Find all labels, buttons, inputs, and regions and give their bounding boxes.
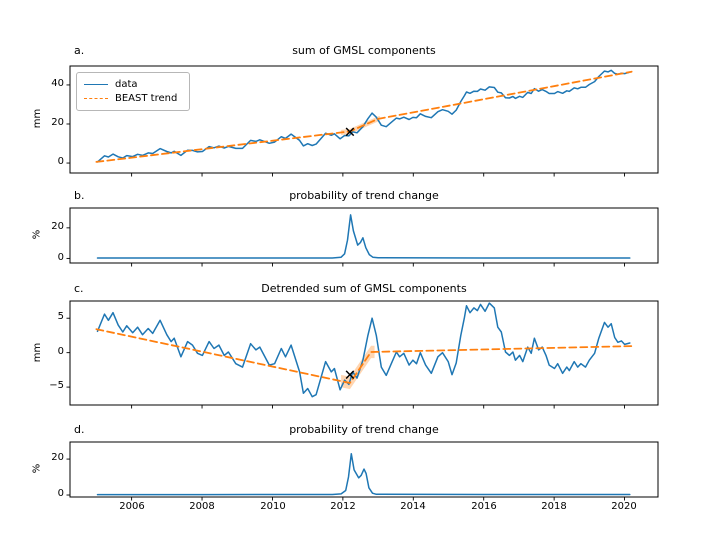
panel-a-plot	[66, 65, 659, 177]
legend-trend-label: BEAST trend	[115, 92, 178, 104]
panel-a-ytick-40: 40	[51, 78, 64, 89]
xtick-2012: 2012	[330, 501, 356, 512]
panel-d-ytick-20: 20	[51, 452, 64, 463]
xtick-2018: 2018	[541, 501, 567, 512]
panel-c-title: Detrended sum of GMSL components	[261, 282, 467, 295]
panel-d-ytick-0: 0	[57, 488, 64, 499]
panel-d-frame	[69, 441, 659, 498]
legend-entry-data: data	[84, 77, 182, 91]
panel-d-ylabel: %	[31, 463, 43, 474]
panel-b-letter: b.	[74, 189, 85, 202]
panel-a-frame	[69, 65, 659, 174]
panel-a-ytick-20: 20	[51, 117, 64, 128]
panel-d-title: probability of trend change	[289, 423, 439, 436]
panel-c-ytick-m5: −5	[49, 380, 64, 391]
panel-b-ytick-0: 0	[57, 252, 64, 263]
legend-entry-trend: BEAST trend	[84, 91, 182, 105]
data-line	[96, 69, 631, 163]
panel-c-plot	[66, 300, 659, 409]
panel-a-title: sum of GMSL components	[292, 44, 436, 57]
xtick-2008: 2008	[189, 501, 215, 512]
panel-d-ticks	[66, 458, 626, 501]
trend-line	[95, 328, 633, 384]
panel-d-data-area	[96, 452, 631, 496]
panel-c-ytick-0: 0	[57, 346, 64, 357]
panel-a-data-area	[95, 69, 633, 163]
panel-c-ytick-5: 5	[57, 311, 64, 322]
xtick-2010: 2010	[260, 501, 286, 512]
data-line	[96, 302, 631, 398]
legend-trend-line-sample	[84, 97, 108, 99]
panel-b-data-area	[96, 214, 631, 259]
legend: data BEAST trend	[76, 72, 190, 111]
xtick-2014: 2014	[400, 501, 426, 512]
panel-b-frame	[69, 207, 659, 264]
panel-b-ytick-20: 20	[51, 221, 64, 232]
panel-b-plot	[66, 207, 659, 267]
data-line	[96, 214, 631, 259]
panel-a-letter: a.	[74, 44, 85, 57]
xtick-2016: 2016	[471, 501, 497, 512]
changepoint-marker	[345, 127, 355, 137]
panel-c-letter: c.	[74, 282, 84, 295]
panel-d-letter: d.	[74, 423, 85, 436]
legend-data-label: data	[115, 78, 138, 90]
panel-c-ticks	[66, 317, 626, 409]
legend-data-line-sample	[84, 83, 108, 85]
panel-a-ticks	[66, 84, 626, 177]
panel-d-plot	[66, 441, 659, 501]
panel-b-ticks	[66, 227, 626, 267]
xtick-2020: 2020	[611, 501, 637, 512]
uncertainty-band	[341, 345, 375, 390]
trend-line	[95, 70, 633, 163]
changepoint-marker	[345, 370, 355, 380]
panel-b-title: probability of trend change	[289, 189, 439, 202]
panel-c-data-area	[95, 302, 633, 398]
xtick-2006: 2006	[119, 501, 145, 512]
data-line	[96, 452, 631, 496]
panel-a-ytick-0: 0	[57, 156, 64, 167]
